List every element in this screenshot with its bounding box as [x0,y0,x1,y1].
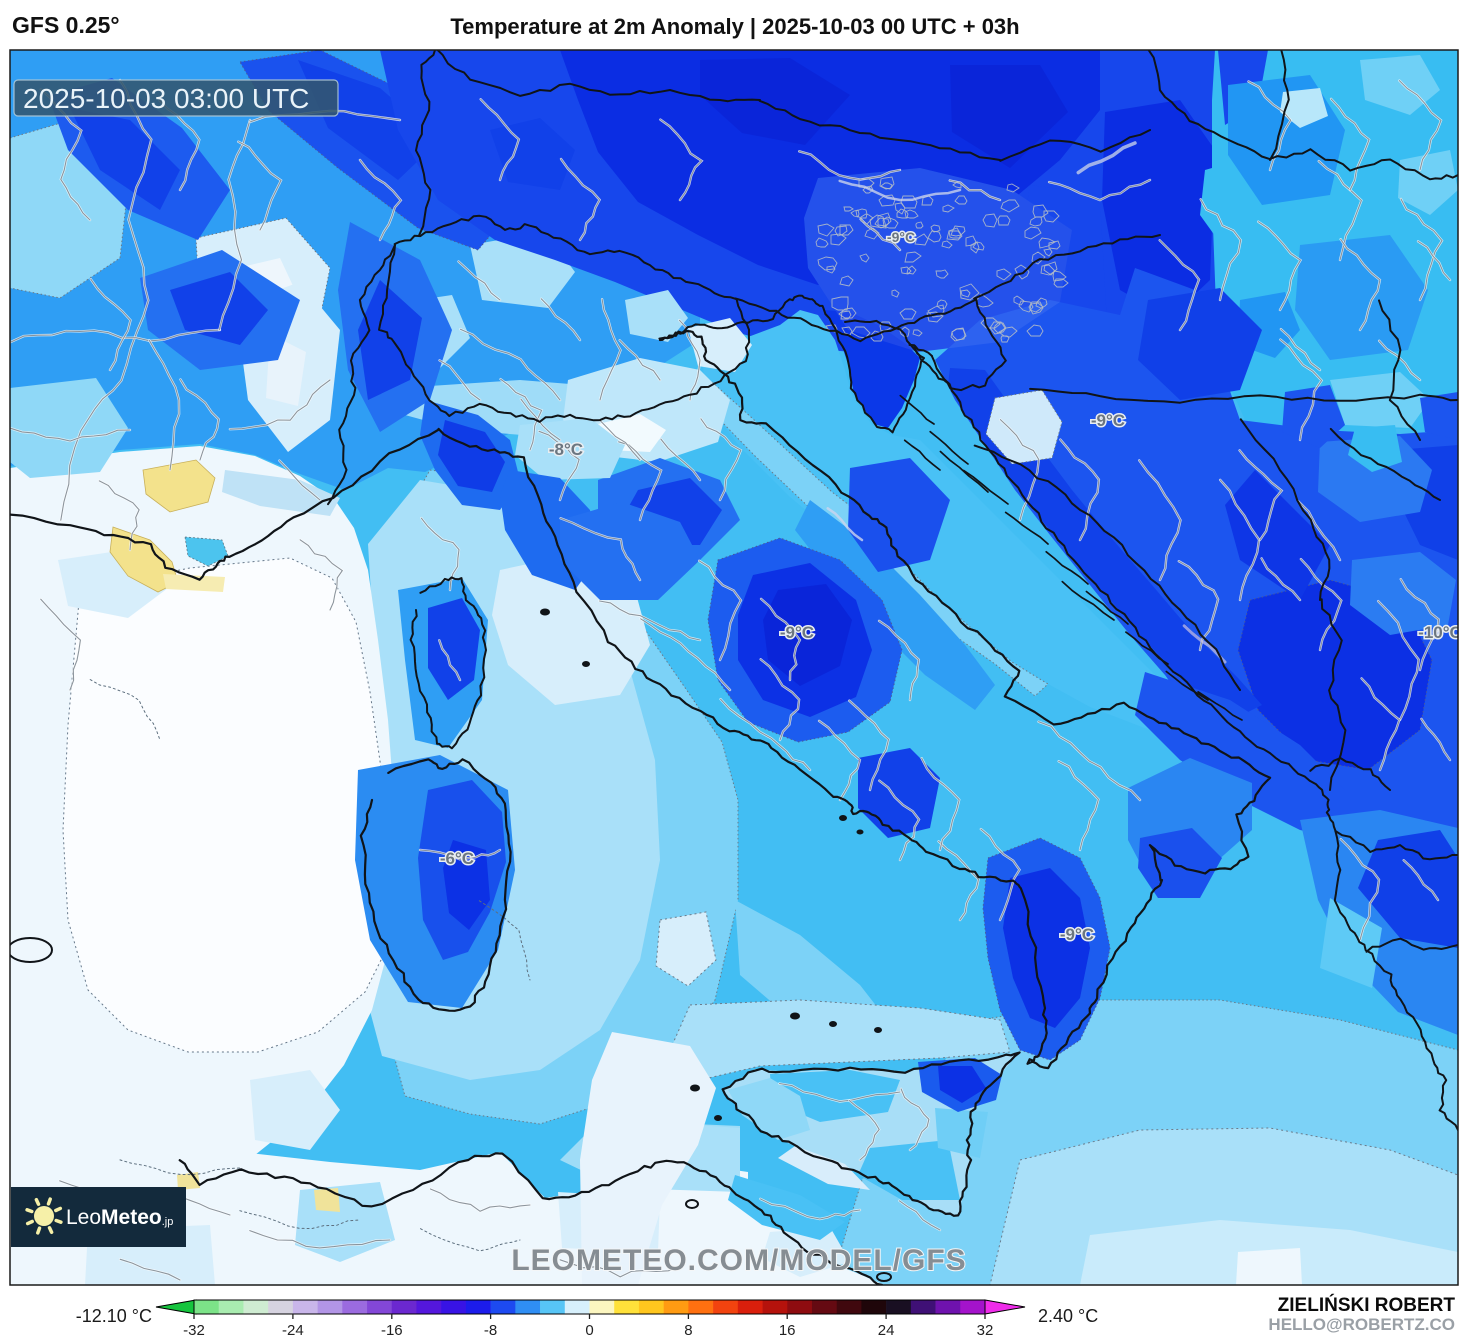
svg-text:HELLO@ROBERTZ.CO: HELLO@ROBERTZ.CO [1268,1315,1455,1334]
svg-text:8: 8 [684,1322,692,1338]
svg-text:-32: -32 [183,1322,205,1338]
svg-text:16: 16 [779,1322,796,1338]
svg-text:-9°C: -9°C [887,229,915,245]
svg-text:2.40 °C: 2.40 °C [1038,1306,1098,1326]
svg-text:-24: -24 [282,1322,304,1338]
svg-text:-10°C: -10°C [1418,623,1462,642]
svg-text:32: 32 [977,1322,994,1338]
svg-text:-6°C: -6°C [440,849,474,868]
svg-text:ZIELIŃSKI ROBERT: ZIELIŃSKI ROBERT [1278,1294,1456,1316]
svg-text:-12.10 °C: -12.10 °C [76,1306,152,1326]
svg-text:-8°C: -8°C [549,440,583,459]
svg-text:-16: -16 [381,1322,403,1338]
svg-text:GFS 0.25°: GFS 0.25° [12,12,120,38]
svg-text:-9°C: -9°C [1060,925,1094,944]
svg-text:24: 24 [878,1322,895,1338]
svg-text:Temperature at 2m Anomaly | 20: Temperature at 2m Anomaly | 2025-10-03 0… [450,14,1019,39]
svg-text:-8: -8 [484,1322,497,1338]
svg-text:LEOMETEO.COM/MODEL/GFS: LEOMETEO.COM/MODEL/GFS [511,1244,966,1277]
svg-text:2025-10-03 03:00 UTC: 2025-10-03 03:00 UTC [23,83,309,114]
svg-text:-9°C: -9°C [1091,411,1125,430]
svg-text:0: 0 [585,1322,593,1338]
svg-text:LeoMeteo.jp: LeoMeteo.jp [66,1206,173,1229]
svg-text:-9°C: -9°C [780,623,814,642]
